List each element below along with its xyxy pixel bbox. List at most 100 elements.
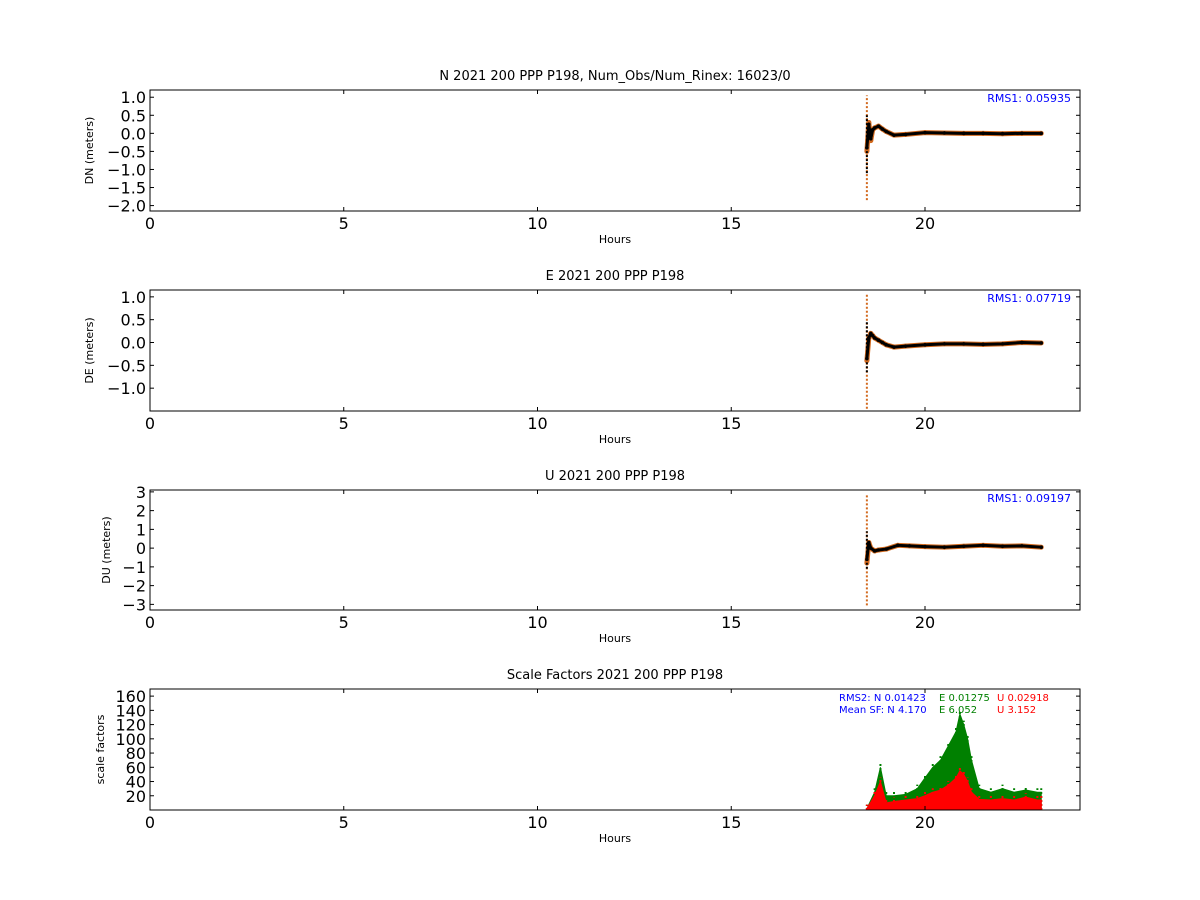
data-point: [872, 336, 877, 340]
x-tick-label: 0: [145, 214, 155, 233]
data-point: [876, 548, 881, 552]
y-tick-label: 0.0: [121, 334, 146, 353]
x-tick-label: 15: [721, 613, 741, 632]
x-axis-label: Hours: [599, 233, 631, 246]
data-point: [880, 127, 885, 131]
y-tick-label: −0.5: [107, 142, 146, 161]
x-tick-label: 20: [915, 813, 935, 832]
data-point: [903, 344, 908, 348]
data-point: [884, 129, 889, 134]
y-tick-label: 1.0: [121, 88, 146, 107]
y-tick-label: −2.0: [107, 197, 146, 216]
data-point: [892, 133, 896, 137]
y-tick-label: −1.0: [107, 379, 146, 398]
x-ticks: 0 5 10 15 20: [145, 490, 935, 632]
data-point: [981, 131, 985, 136]
y-tick-label: 100: [115, 730, 146, 749]
y-tick-label: 3: [136, 483, 146, 502]
data-point: [1020, 340, 1024, 345]
data-point: [923, 342, 927, 347]
y-tick-label: −1.0: [107, 160, 146, 179]
mean-sf-e: E 6.052: [939, 705, 977, 716]
y-axis-label: DN (meters): [83, 117, 96, 185]
series-2: [865, 115, 1044, 174]
data-point: [868, 136, 873, 141]
plot-area: [864, 294, 1044, 409]
axes-frame: [149, 289, 1081, 412]
annotations: RMS2: N 0.01423 E 0.01275 U 0.02918 Mean SF…: [839, 693, 1049, 716]
series-2: [865, 766, 1043, 810]
data-point: [868, 546, 873, 550]
annotations: RMS1: 0.07719: [987, 292, 1071, 305]
data-point: [1000, 544, 1005, 549]
series-1: [864, 493, 1044, 606]
x-tick-label: 20: [915, 613, 935, 632]
plot-area: [864, 95, 1044, 201]
y-tick-label: 2: [136, 502, 146, 521]
x-axis-label: Hours: [599, 433, 631, 446]
data-point: [880, 340, 885, 345]
data-point: [1000, 342, 1005, 346]
y-axis-label: DU (meters): [100, 516, 113, 583]
data-point: [884, 342, 889, 347]
x-tick-label: 10: [527, 613, 547, 632]
y-tick-label: 140: [115, 701, 146, 720]
x-tick-label: 20: [915, 214, 935, 233]
data-point: [942, 131, 947, 135]
x-axis-label: Hours: [599, 832, 631, 845]
data-point: [896, 543, 900, 548]
x-tick-label: 10: [527, 214, 547, 233]
y-tick-label: 1: [136, 520, 146, 539]
data-point: [867, 336, 871, 340]
rms2-n: RMS2: N 0.01423: [839, 693, 926, 704]
series-2: [865, 531, 1044, 569]
x-tick-label: 15: [721, 414, 741, 433]
y-tick-label: 120: [115, 716, 146, 735]
annotations: RMS1: 0.09197: [987, 492, 1071, 505]
x-tick-label: 10: [527, 813, 547, 832]
rms-annotation: RMS1: 0.05935: [987, 92, 1071, 105]
data-point: [884, 547, 889, 551]
data-point: [907, 544, 912, 548]
x-tick-label: 5: [339, 613, 349, 632]
data-point: [961, 544, 966, 549]
chart-title: Scale Factors 2021 200 PPP P198: [507, 668, 723, 683]
y-tick-label: 40: [126, 773, 146, 792]
y-tick-label: 0.5: [121, 106, 146, 125]
data-point: [1039, 131, 1044, 136]
y-tick-label: 60: [126, 758, 146, 777]
x-tick-label: 20: [915, 414, 935, 433]
data-point: [867, 540, 871, 545]
data-point: [981, 342, 985, 347]
x-ticks: 0 5 10 15 20: [145, 689, 935, 832]
data-point: [942, 342, 947, 346]
x-tick-label: 0: [145, 414, 155, 433]
data-point: [865, 557, 869, 562]
rms-annotation: RMS1: 0.07719: [987, 292, 1071, 305]
y-tick-label: 0.5: [121, 311, 146, 330]
y-ticks: −2.0−1.5−1.0−0.50.00.51.0: [107, 88, 1080, 216]
data-point: [865, 356, 869, 361]
series-1: [864, 95, 1044, 201]
y-tick-label: 20: [126, 787, 146, 806]
data-point: [1039, 545, 1044, 549]
data-point: [1039, 341, 1044, 345]
data-point: [865, 145, 869, 150]
x-axis-label: Hours: [599, 632, 631, 645]
x-tick-label: 15: [721, 813, 741, 832]
y-tick-label: −1.5: [107, 179, 146, 198]
rms-annotation: RMS1: 0.09197: [987, 492, 1071, 505]
series-2: [865, 321, 1044, 373]
data-point: [1020, 131, 1024, 136]
x-tick-label: 5: [339, 214, 349, 233]
panels: 0 5 10 15 20−2.0−1.5−1.0−0.50.00.51.0N 2021 …: [83, 69, 1081, 845]
data-point: [942, 545, 947, 549]
axes-frame: [149, 489, 1081, 611]
data-point: [923, 130, 927, 135]
x-tick-label: 5: [339, 414, 349, 433]
y-axis-label: DE (meters): [83, 317, 96, 383]
